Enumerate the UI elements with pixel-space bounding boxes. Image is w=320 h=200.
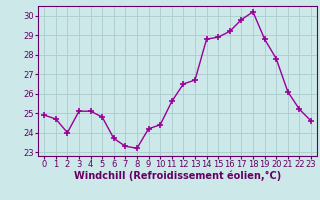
X-axis label: Windchill (Refroidissement éolien,°C): Windchill (Refroidissement éolien,°C): [74, 171, 281, 181]
